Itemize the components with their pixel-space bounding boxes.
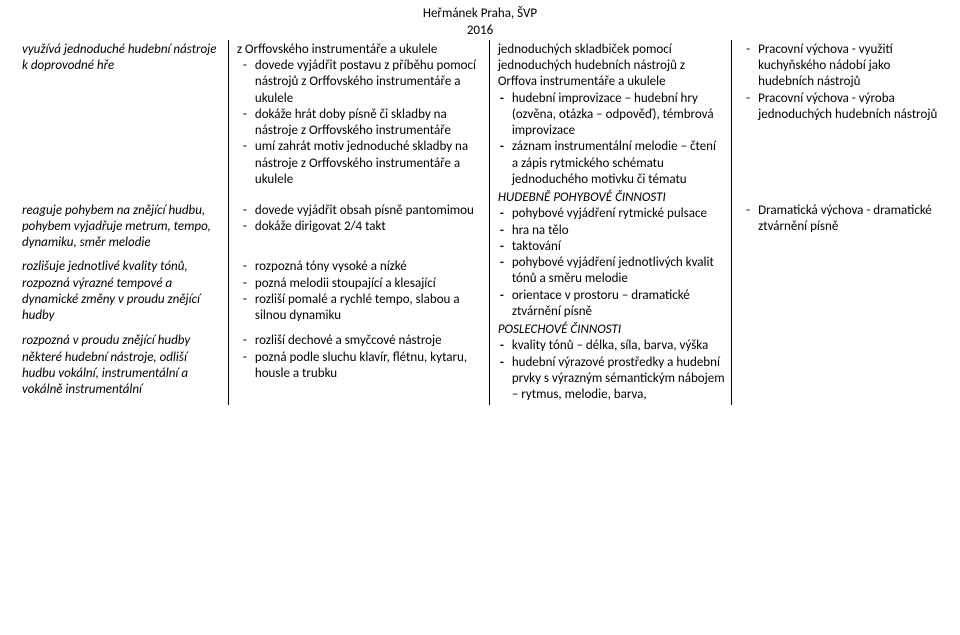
table-row: rozpozná v proudu znějící hudby některé … [14, 331, 946, 405]
page-root: Heřmánek Praha, ŠVP 2016 využívá jednodu… [0, 0, 960, 635]
cell-crosslink [732, 257, 946, 331]
curriculum-table: využívá jednoduché hudební nástroje k do… [14, 40, 946, 406]
header-line-1: Heřmánek Praha, ŠVP [0, 6, 960, 23]
cell-crosslink: Dramatická výchova - dramatické ztvárněn… [732, 201, 946, 258]
table-row: využívá jednoduché hudební nástroje k do… [14, 40, 946, 201]
cell-objective: rozlišuje jednotlivé kvality tónů, rozpo… [14, 257, 228, 331]
table-row: rozlišuje jednotlivé kvality tónů, rozpo… [14, 257, 946, 331]
header-line-2: 2016 [0, 23, 960, 40]
cell-objective: reaguje pohybem na znějící hudbu, pohybe… [14, 201, 228, 258]
table-row: reaguje pohybem na znějící hudbu, pohybe… [14, 201, 946, 258]
cell-objective: rozpozná v proudu znějící hudby některé … [14, 331, 228, 405]
cell-objective: využívá jednoduché hudební nástroje k do… [14, 40, 228, 201]
table-container: využívá jednoduché hudební nástroje k do… [0, 40, 960, 406]
cell-crosslink: Pracovní výchova - využití kuchyňského n… [732, 40, 946, 201]
cell-outcome: rozpozná tóny vysoké a nízképozná melodi… [228, 257, 489, 331]
cell-content: jednoduchých skladbiček pomocí jednoduch… [489, 40, 731, 406]
cell-outcome: rozliší dechové a smyčcové nástrojepozná… [228, 331, 489, 405]
cell-outcome: dovede vyjádřit obsah písně pantomimoudo… [228, 201, 489, 258]
page-header: Heřmánek Praha, ŠVP 2016 [0, 0, 960, 40]
cell-outcome: z Orffovského instrumentáře a ukuleledov… [228, 40, 489, 201]
cell-crosslink [732, 331, 946, 405]
